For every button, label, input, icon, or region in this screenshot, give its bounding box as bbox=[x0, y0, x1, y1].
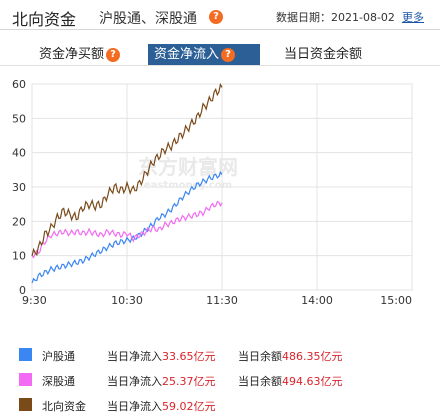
legend-swatch-sgt bbox=[19, 373, 32, 386]
y-tick-label: 20 bbox=[12, 215, 26, 228]
x-tick-label: 10:30 bbox=[111, 294, 143, 307]
legend-row-hgt: 沪股通 当日净流入33.65亿元 当日余额486.35亿元 bbox=[0, 344, 440, 366]
y-tick-label: 60 bbox=[12, 78, 26, 91]
panel-header: 北向资金 沪股通、深股通 ? 数据日期：2021-08-02 更多 bbox=[0, 0, 440, 30]
tab-net-inflow-label: 资金净流入 bbox=[154, 47, 220, 62]
legend-swatch-hgt bbox=[19, 348, 32, 361]
legend-swatch-north bbox=[19, 398, 32, 411]
x-tick-label: 15:00 bbox=[380, 294, 412, 307]
y-tick-label: 50 bbox=[12, 112, 26, 125]
legend-balance: 当日余额486.35亿元 bbox=[238, 350, 343, 363]
data-date: 数据日期：2021-08-02 bbox=[276, 9, 395, 25]
legend-name: 沪股通 bbox=[42, 350, 75, 363]
x-tick-label: 9:30 bbox=[22, 294, 47, 307]
more-link[interactable]: 更多 bbox=[402, 11, 424, 24]
series-line-sgt bbox=[31, 200, 223, 259]
y-tick-label: 10 bbox=[12, 250, 26, 263]
legend-flow: 当日净流入25.37亿元 bbox=[107, 375, 216, 388]
tab-net-inflow[interactable]: 资金净流入? bbox=[148, 44, 260, 66]
tab-daily-balance[interactable]: 当日资金余额 bbox=[284, 44, 362, 66]
legend-name: 北向资金 bbox=[42, 400, 86, 413]
date-label: 数据日期： bbox=[276, 11, 331, 24]
y-tick-label: 40 bbox=[12, 147, 26, 160]
legend-row-north: 北向资金 当日净流入59.02亿元 bbox=[0, 394, 440, 416]
tab-net-buy-label: 资金净买额 bbox=[39, 47, 105, 62]
legend-flow: 当日净流入33.65亿元 bbox=[107, 350, 216, 363]
tab-daily-balance-label: 当日资金余额 bbox=[284, 47, 363, 62]
tab-divider bbox=[0, 65, 440, 66]
tab-net-buy[interactable]: 资金净买额? bbox=[39, 44, 121, 66]
legend-balance: 当日余额494.63亿元 bbox=[238, 375, 343, 388]
help-icon[interactable]: ? bbox=[106, 48, 121, 62]
y-tick-label: 0 bbox=[19, 284, 26, 297]
help-icon[interactable]: ? bbox=[221, 48, 236, 62]
tab-bar: 资金净买额? 资金净流入? 当日资金余额 bbox=[0, 44, 440, 66]
y-tick-label: 30 bbox=[12, 181, 26, 194]
legend-name: 深股通 bbox=[42, 375, 75, 388]
panel-title: 北向资金 bbox=[12, 10, 77, 29]
x-tick-label: 11:30 bbox=[206, 294, 238, 307]
legend-row-sgt: 深股通 当日净流入25.37亿元 当日余额494.63亿元 bbox=[0, 369, 440, 391]
date-value: 2021-08-02 bbox=[331, 11, 395, 24]
intraday-flow-chart: 0 10 20 30 40 50 60 9:30 10:30 11:30 14:00 15:00 东方财… bbox=[12, 78, 413, 307]
watermark-text: 东方财富网 bbox=[138, 155, 238, 179]
panel-subtitle: 沪股通、深股通 bbox=[99, 11, 197, 27]
watermark-subtext: eastmoney.com bbox=[144, 180, 232, 191]
help-icon[interactable]: ? bbox=[209, 10, 223, 24]
series-line-north bbox=[31, 82, 223, 257]
legend-flow: 当日净流入59.02亿元 bbox=[107, 400, 216, 413]
series-line-hgt bbox=[31, 171, 223, 284]
x-tick-label: 14:00 bbox=[301, 294, 333, 307]
